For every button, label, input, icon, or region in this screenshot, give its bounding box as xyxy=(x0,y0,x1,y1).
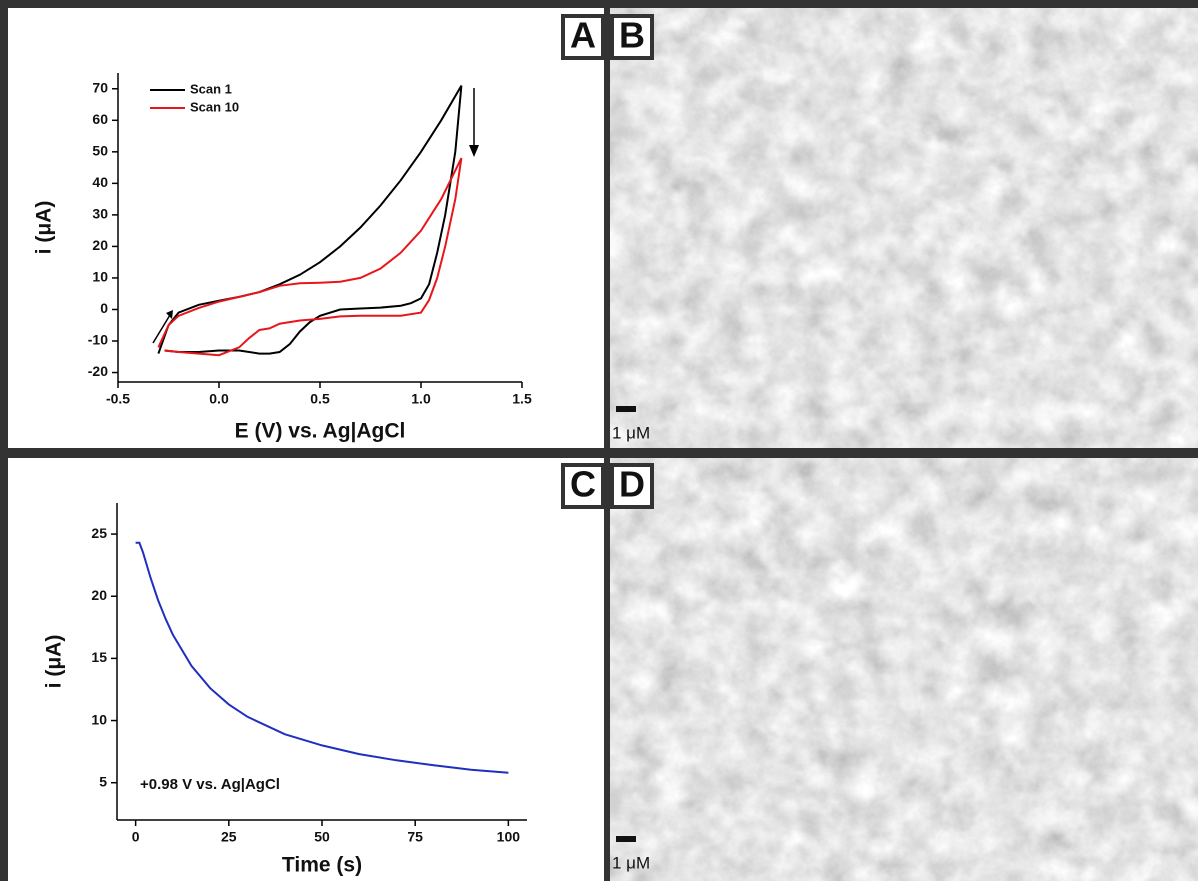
y-tick-label: 25 xyxy=(91,525,107,541)
y-axis-label: i (μA) xyxy=(43,635,66,689)
y-tick-label: 15 xyxy=(91,649,107,665)
y-axis-label: i (μA) xyxy=(33,201,56,255)
y-tick-label: 0 xyxy=(100,300,108,316)
scale-bar-label: 1 μM xyxy=(612,423,650,442)
y-tick-label: 20 xyxy=(91,587,107,603)
x-axis-label: E (V) vs. Ag|AgCl xyxy=(235,420,406,443)
x-tick-label: 100 xyxy=(497,829,521,845)
y-tick-label: 20 xyxy=(92,237,108,253)
scale-bar-label: 1 μM xyxy=(612,853,650,872)
y-tick-label: 10 xyxy=(92,269,108,285)
figure: A B C D 1 μM 1 μM -20-10010203040506070-… xyxy=(0,0,1198,881)
sem-image-d xyxy=(610,458,1198,881)
panel-label: B xyxy=(619,15,645,56)
x-tick-label: -0.5 xyxy=(106,391,130,407)
panel-label: C xyxy=(570,464,596,505)
x-tick-label: 0.0 xyxy=(209,391,229,407)
legend-label: Scan 10 xyxy=(190,99,239,114)
panel-label: A xyxy=(570,15,596,56)
y-tick-label: 40 xyxy=(92,174,108,190)
scale-bar xyxy=(616,836,636,842)
y-tick-label: 30 xyxy=(92,206,108,222)
x-tick-label: 50 xyxy=(314,829,330,845)
x-axis-label: Time (s) xyxy=(282,854,362,877)
scale-bar xyxy=(616,406,636,412)
y-tick-label: 60 xyxy=(92,111,108,127)
x-tick-label: 75 xyxy=(407,829,423,845)
x-tick-label: 1.0 xyxy=(411,391,431,407)
x-tick-label: 0 xyxy=(132,829,140,845)
y-tick-label: 10 xyxy=(91,711,107,727)
legend-label: Scan 1 xyxy=(190,81,232,96)
sem-image-b xyxy=(610,8,1198,448)
x-tick-label: 0.5 xyxy=(310,391,330,407)
y-tick-label: 5 xyxy=(99,773,107,789)
annotation: +0.98 V vs. Ag|AgCl xyxy=(140,776,280,793)
panel-c xyxy=(8,458,604,881)
y-tick-label: 50 xyxy=(92,143,108,159)
y-tick-label: -20 xyxy=(88,363,108,379)
x-tick-label: 25 xyxy=(221,829,237,845)
y-tick-label: 70 xyxy=(92,79,108,95)
panel-label: D xyxy=(619,464,645,505)
x-tick-label: 1.5 xyxy=(512,391,532,407)
y-tick-label: -10 xyxy=(88,332,108,348)
